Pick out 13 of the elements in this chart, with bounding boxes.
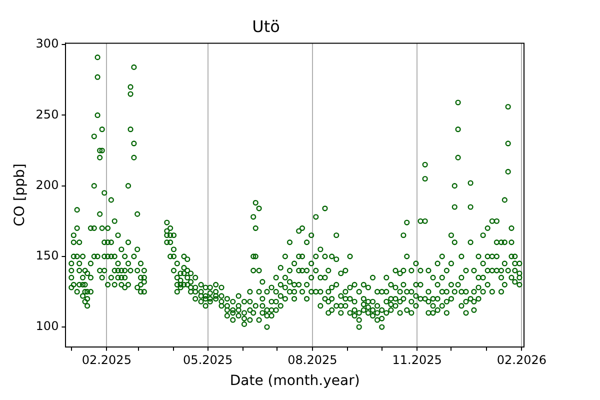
- y-axis-title: CO [ppb]: [12, 164, 28, 226]
- x-axis-title: Date (month.year): [230, 373, 360, 390]
- y-tick-label: 150: [36, 248, 59, 263]
- y-tick-label: 300: [36, 36, 59, 51]
- x-tick-label: 11.2025: [392, 353, 442, 368]
- x-tick-label: 02.2026: [496, 353, 547, 368]
- x-tick-label: 05.2025: [183, 353, 233, 368]
- y-tick-label: 100: [36, 319, 59, 334]
- y-tick-label: 200: [36, 178, 59, 192]
- y-tick-label: 250: [36, 107, 59, 122]
- x-tick-label: 08.2025: [288, 353, 338, 368]
- x-tick-label: 02.2025: [82, 353, 132, 368]
- chart-title: Utö: [252, 16, 280, 36]
